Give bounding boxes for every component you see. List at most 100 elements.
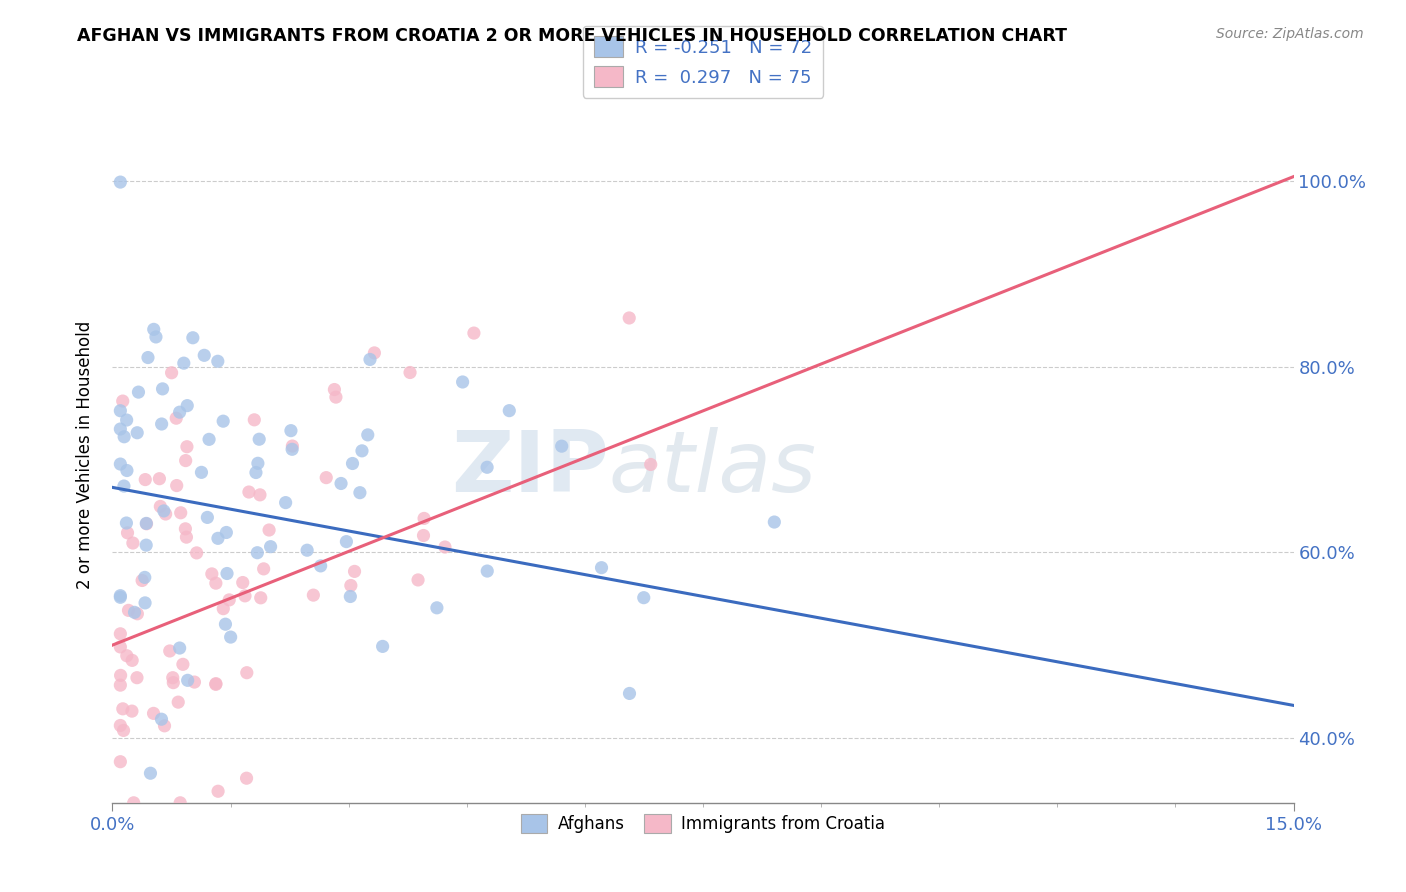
Point (426, 600, 449, 615)
Point (159, 644, 181, 658)
Point (190, 466, 212, 480)
Point (204, 677, 226, 691)
Point (153, 504, 176, 518)
Point (162, 675, 184, 690)
Point (475, 460, 498, 475)
Text: atlas: atlas (609, 427, 817, 510)
Point (135, 516, 157, 531)
Point (155, 507, 177, 521)
Point (207, 532, 229, 546)
Point (412, 528, 434, 542)
Point (295, 543, 318, 558)
Point (212, 414, 235, 428)
Point (110, 457, 132, 471)
Point (150, 417, 173, 431)
Point (302, 588, 325, 602)
Point (174, 522, 197, 536)
Point (122, 796, 145, 810)
Point (550, 439, 572, 453)
Point (198, 433, 221, 447)
Point (207, 354, 229, 368)
Point (274, 495, 297, 509)
Point (218, 593, 240, 607)
Point (183, 675, 205, 690)
Point (145, 330, 167, 344)
Point (309, 558, 332, 573)
Point (153, 719, 176, 733)
Point (165, 411, 187, 425)
Point (219, 630, 242, 644)
Point (281, 442, 304, 457)
Point (591, 560, 613, 574)
Point (169, 796, 191, 810)
Point (127, 385, 149, 400)
Point (342, 457, 364, 471)
Point (205, 676, 228, 690)
Point (619, 686, 641, 700)
Point (340, 578, 363, 592)
Point (117, 603, 139, 617)
Point (124, 605, 146, 619)
Point (763, 515, 786, 529)
Point (215, 566, 238, 581)
Point (498, 403, 520, 417)
Point (110, 668, 132, 682)
Point (169, 405, 191, 419)
Point (112, 430, 135, 444)
Point (323, 383, 346, 397)
Point (640, 458, 662, 472)
Point (235, 771, 257, 785)
Point (134, 570, 156, 584)
Point (142, 706, 165, 721)
Point (357, 428, 380, 442)
Point (181, 331, 204, 345)
Point (349, 485, 371, 500)
Point (134, 596, 156, 610)
Point (139, 766, 162, 780)
Point (619, 310, 641, 325)
Point (205, 576, 228, 591)
Point (110, 422, 132, 436)
Point (633, 591, 655, 605)
Point (170, 506, 193, 520)
Point (246, 456, 269, 470)
Point (111, 702, 134, 716)
Point (350, 443, 373, 458)
Point (110, 755, 132, 769)
Point (214, 617, 236, 632)
Point (359, 352, 381, 367)
Point (111, 394, 134, 409)
Text: Source: ZipAtlas.com: Source: ZipAtlas.com (1216, 27, 1364, 41)
Point (110, 640, 132, 654)
Point (236, 665, 259, 680)
Point (245, 466, 267, 480)
Point (166, 478, 188, 492)
Point (195, 510, 218, 524)
Point (413, 511, 436, 525)
Point (125, 671, 148, 685)
Point (339, 590, 361, 604)
Point (167, 695, 190, 709)
Point (315, 470, 337, 484)
Point (215, 525, 238, 540)
Point (135, 516, 157, 531)
Point (115, 516, 138, 530)
Point (122, 536, 145, 550)
Point (121, 704, 143, 718)
Point (176, 530, 198, 544)
Point (148, 472, 170, 486)
Point (172, 657, 194, 672)
Point (212, 601, 235, 615)
Point (330, 476, 353, 491)
Point (186, 546, 208, 560)
Point (207, 784, 229, 798)
Point (110, 591, 132, 605)
Point (477, 564, 499, 578)
Point (280, 424, 302, 438)
Point (176, 440, 198, 454)
Point (243, 413, 266, 427)
Point (110, 175, 132, 189)
Point (253, 562, 276, 576)
Point (406, 573, 429, 587)
Point (110, 718, 132, 732)
